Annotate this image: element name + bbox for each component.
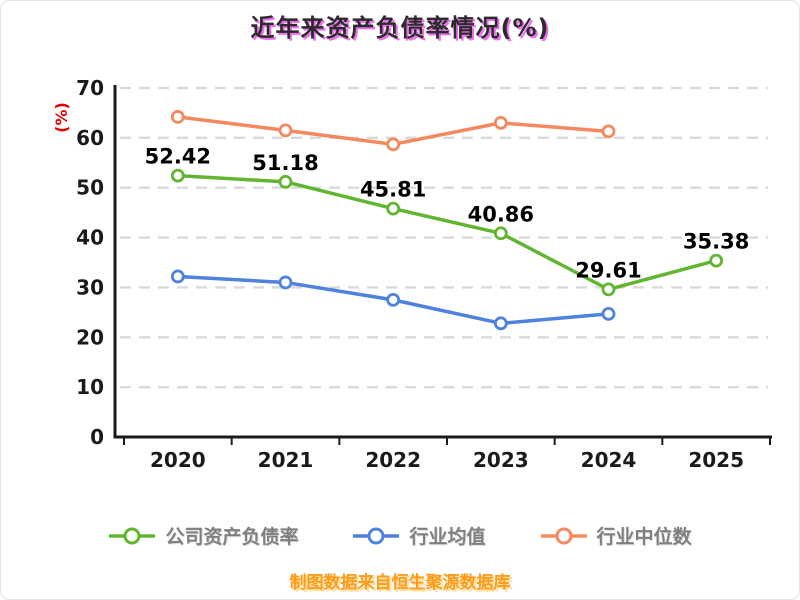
x-tick-label: 2022 <box>365 448 421 472</box>
series-marker <box>386 137 401 152</box>
chart-title: 近年来资产负债率情况(%) <box>250 14 550 42</box>
x-tick-label: 2020 <box>150 448 206 472</box>
y-tick-label: 20 <box>76 325 104 349</box>
legend-label: 行业均值 <box>409 526 486 548</box>
series-marker <box>278 275 293 290</box>
legend: 公司资产负债率 行业均值 行业中位数 <box>0 522 800 549</box>
x-tick-label: 2021 <box>258 448 314 472</box>
series-marker <box>493 116 508 130</box>
series-marker <box>601 124 616 139</box>
data-label: 52.42 <box>145 145 211 169</box>
series-marker <box>709 253 724 268</box>
legend-label: 公司资产负债率 <box>165 526 299 548</box>
legend-marker-icon <box>353 527 400 544</box>
series-marker <box>278 123 293 138</box>
legend-item: 公司资产负债率 <box>108 522 298 549</box>
data-label: 51.18 <box>252 151 318 175</box>
line-chart: 0 10 20 30 40 50 60 70 2020 2021 2022 2023 2024 2025 5… <box>76 76 772 472</box>
series-marker <box>170 110 185 124</box>
series-marker <box>170 168 185 183</box>
source-note: 制图数据来自恒生聚源数据库 <box>289 573 511 593</box>
y-tick-label: 40 <box>76 226 104 250</box>
y-tick-label: 30 <box>76 275 104 299</box>
series-marker <box>493 316 508 331</box>
data-label: 45.81 <box>360 178 426 202</box>
data-label: 29.61 <box>575 258 641 282</box>
x-tick-label: 2025 <box>688 448 744 472</box>
series-marker <box>278 174 293 189</box>
series-marker <box>170 269 185 284</box>
series-marker <box>601 306 616 321</box>
x-tick-label: 2024 <box>581 448 637 472</box>
legend-marker-icon <box>540 527 587 544</box>
data-label: 35.38 <box>683 230 749 254</box>
series-marker <box>601 282 616 297</box>
legend-marker-icon <box>109 527 156 544</box>
y-tick-label: 50 <box>76 176 104 200</box>
legend-item: 行业均值 <box>352 522 486 549</box>
legend-label: 行业中位数 <box>596 526 692 548</box>
data-label: 40.86 <box>468 202 534 226</box>
series-marker <box>493 226 508 241</box>
series-line-0 <box>176 173 718 292</box>
series-marker <box>386 201 401 216</box>
series-marker <box>386 292 401 307</box>
y-tick-label: 0 <box>90 425 104 449</box>
y-tick-label: 10 <box>76 375 104 399</box>
y-tick-label: 70 <box>76 76 104 100</box>
legend-item: 行业中位数 <box>540 522 692 549</box>
y-tick-label: 60 <box>76 126 104 150</box>
x-tick-label: 2023 <box>473 448 529 472</box>
